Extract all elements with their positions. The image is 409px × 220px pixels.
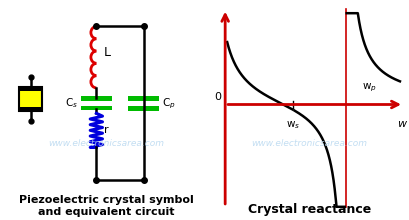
Bar: [20, 87, 42, 111]
Text: C$_s$: C$_s$: [65, 96, 78, 110]
Text: w: w: [396, 119, 406, 129]
Bar: [128, 96, 159, 101]
Text: w$_p$: w$_p$: [361, 82, 376, 94]
Text: www.electronicsarea.com: www.electronicsarea.com: [49, 139, 164, 147]
Bar: [128, 106, 159, 111]
Bar: [81, 96, 111, 101]
Text: w$_s$: w$_s$: [285, 119, 300, 131]
Text: C$_p$: C$_p$: [162, 96, 175, 111]
Text: www.electronicsarea.com: www.electronicsarea.com: [251, 139, 366, 147]
Text: Piezoelectric crystal symbol
and equivalent circuit: Piezoelectric crystal symbol and equival…: [19, 195, 193, 217]
Text: 0: 0: [213, 92, 220, 102]
Bar: [81, 106, 111, 110]
Bar: [18, 87, 43, 91]
Bar: [18, 107, 43, 111]
Text: Crystal reactance: Crystal reactance: [247, 203, 370, 216]
Text: L: L: [103, 46, 110, 59]
Text: r: r: [103, 125, 108, 135]
